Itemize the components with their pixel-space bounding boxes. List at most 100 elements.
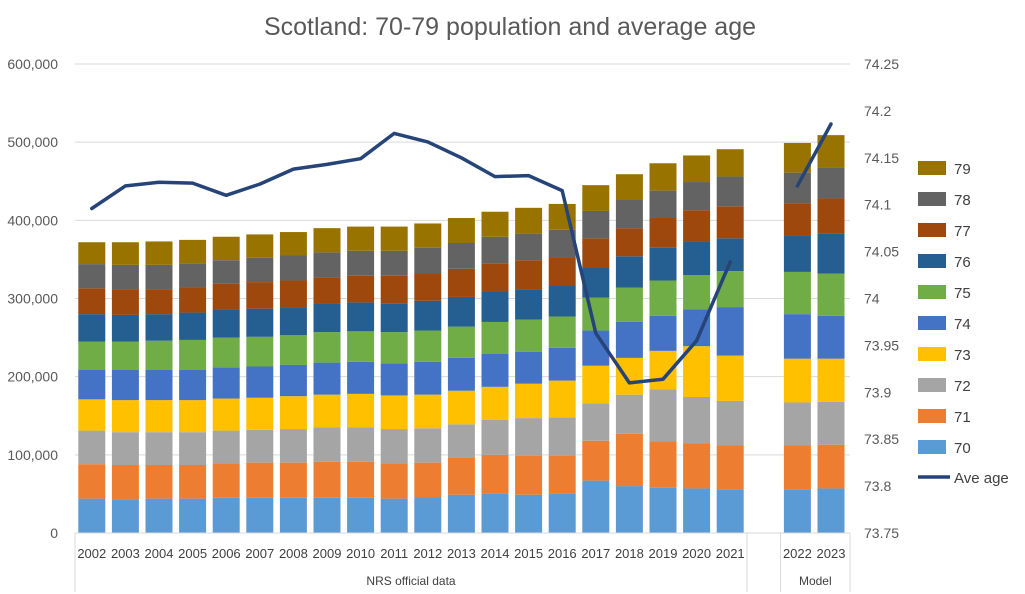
bar-70-2009 [313, 497, 341, 533]
bar-73-2006 [212, 398, 240, 431]
bar-71-2008 [279, 462, 307, 498]
bar-76-2005 [179, 312, 207, 340]
bar-71-2009 [313, 461, 341, 498]
bar-71-2011 [380, 463, 408, 499]
bar-77-2004 [145, 289, 173, 315]
bar-73-2005 [179, 400, 207, 433]
bar-78-2014 [481, 236, 509, 264]
x-tick-label: 2008 [279, 546, 308, 561]
y-tick-label: 300,000 [7, 291, 58, 307]
bar-75-2006 [212, 337, 240, 368]
bar-75-2009 [313, 332, 341, 363]
bar-75-2021 [716, 271, 744, 308]
bar-75-2007 [246, 336, 274, 367]
bar-79-2009 [313, 228, 341, 253]
legend-swatch-76 [918, 254, 946, 268]
bar-74-2002 [78, 369, 106, 400]
bar-71-2014 [481, 454, 509, 494]
bar-72-2018 [615, 394, 643, 434]
y2-tick-label: 73.85 [864, 431, 899, 447]
bar-74-2021 [716, 307, 744, 356]
bar-74-2003 [111, 369, 139, 401]
bar-76-2020 [683, 241, 711, 276]
bar-71-2005 [179, 464, 207, 499]
bar-79-2014 [481, 211, 509, 237]
bar-71-2023 [817, 444, 845, 489]
y2-tick-label: 73.9 [864, 384, 891, 400]
bar-79-2020 [683, 155, 711, 183]
bar-77-2006 [212, 283, 240, 310]
bar-74-2022 [783, 314, 811, 359]
bar-79-2007 [246, 234, 274, 258]
x-tick-label: 2012 [413, 546, 442, 561]
bar-78-2017 [582, 210, 610, 239]
bar-77-2008 [279, 280, 307, 308]
bar-78-2006 [212, 260, 240, 284]
bar-70-2015 [515, 494, 543, 533]
bars [78, 135, 845, 533]
bar-72-2022 [783, 402, 811, 446]
bar-75-2011 [380, 332, 408, 364]
bar-79-2006 [212, 236, 240, 261]
bar-74-2014 [481, 353, 509, 387]
x-tick-label: 2003 [111, 546, 140, 561]
bar-75-2019 [649, 280, 677, 316]
y-tick-label: 400,000 [7, 212, 58, 228]
legend-swatch-72 [918, 378, 946, 392]
bar-70-2023 [817, 488, 845, 533]
x-tick-label: 2014 [481, 546, 510, 561]
bar-70-2021 [716, 489, 744, 533]
bar-71-2004 [145, 464, 173, 499]
bar-71-2013 [447, 457, 475, 495]
bar-73-2020 [683, 346, 711, 397]
bar-77-2014 [481, 263, 509, 292]
bar-75-2005 [179, 339, 207, 370]
bar-72-2021 [716, 400, 744, 446]
bar-74-2006 [212, 367, 240, 399]
bar-72-2023 [817, 401, 845, 445]
y-tick-label: 200,000 [7, 369, 58, 385]
bar-76-2004 [145, 314, 173, 341]
legend-label-74: 74 [954, 316, 971, 333]
bar-70-2011 [380, 498, 408, 533]
bar-73-2022 [783, 358, 811, 403]
y-axis-right: 73.75 73.8 73.85 73.9 73.95 74 74.05 74.1 74.15 7… [864, 56, 899, 541]
bar-79-2010 [347, 226, 375, 251]
y2-tick-label: 73.75 [864, 525, 899, 541]
bar-77-2020 [683, 210, 711, 242]
ave-age-line-nrs [90, 131, 732, 385]
legend: 79 78 77 76 75 74 73 72 71 70 Ave age [918, 161, 1009, 487]
bar-70-2007 [246, 497, 274, 533]
bar-71-2003 [111, 464, 139, 500]
bar-74-2009 [313, 362, 341, 395]
group-label-nrs: NRS official data [366, 574, 455, 588]
bar-75-2023 [817, 273, 845, 316]
bar-71-2018 [615, 433, 643, 487]
bar-76-2015 [515, 289, 543, 320]
chart-title: Scotland: 70-79 population and average a… [264, 13, 756, 41]
bar-77-2015 [515, 260, 543, 290]
bar-76-2018 [615, 256, 643, 288]
bar-75-2004 [145, 340, 173, 370]
bar-75-2010 [347, 331, 375, 362]
bar-77-2018 [615, 228, 643, 257]
legend-label-73: 73 [954, 347, 971, 364]
bar-70-2010 [347, 497, 375, 533]
x-tick-label: 2023 [817, 546, 846, 561]
bar-77-2002 [78, 288, 106, 315]
bar-73-2002 [78, 399, 106, 431]
y-tick-label: 0 [50, 525, 58, 541]
bar-76-2016 [548, 285, 576, 317]
bar-70-2004 [145, 498, 173, 533]
bar-78-2012 [414, 247, 442, 274]
bar-79-2013 [447, 217, 475, 244]
bar-74-2023 [817, 315, 845, 359]
bar-76-2002 [78, 314, 106, 342]
bar-73-2023 [817, 358, 845, 402]
bar-77-2016 [548, 257, 576, 286]
bar-77-2003 [111, 289, 139, 315]
bar-76-2019 [649, 247, 677, 281]
average-age-line [90, 122, 833, 385]
bar-78-2015 [515, 233, 543, 261]
bar-72-2014 [481, 419, 509, 455]
